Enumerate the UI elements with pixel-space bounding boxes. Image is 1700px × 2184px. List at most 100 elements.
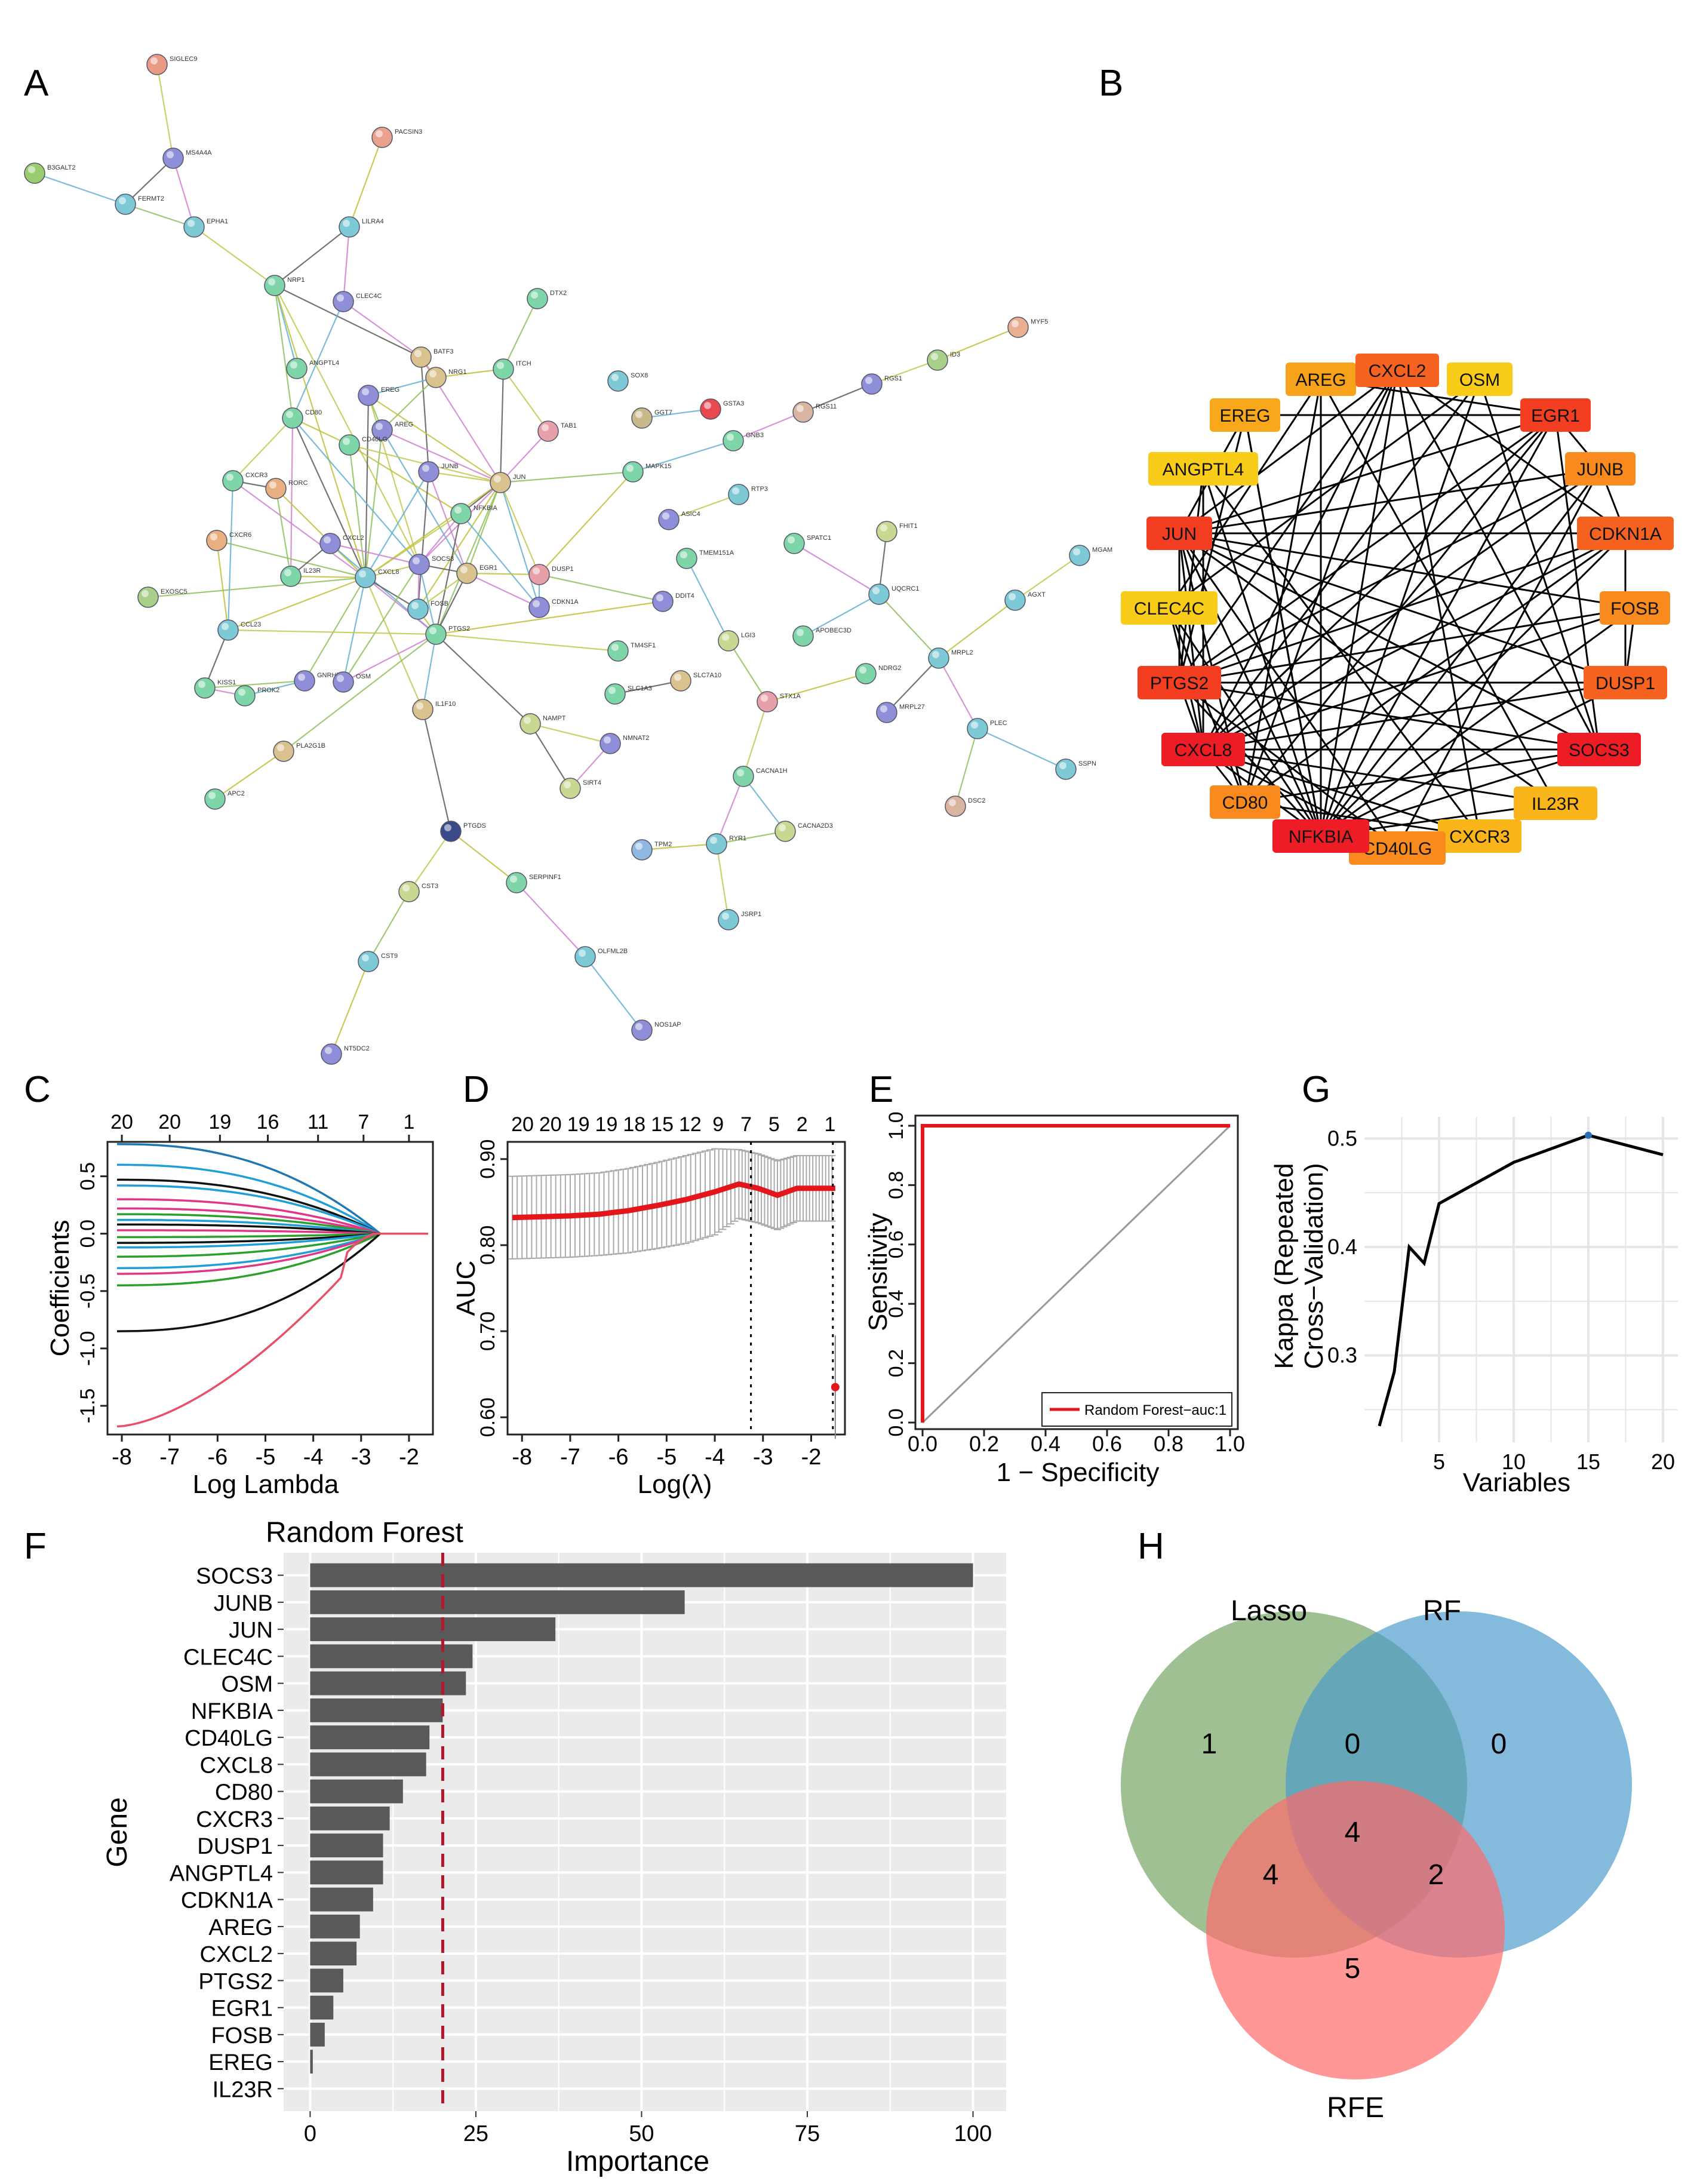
ppi-node-circle: [967, 718, 988, 739]
hub-edge: [1203, 681, 1626, 751]
ppi-node-label: BATF3: [434, 348, 453, 355]
ppi-node-highlight: [662, 512, 669, 520]
ppi-node: CXCR6: [206, 530, 251, 551]
ppi-node-circle: [339, 434, 360, 456]
ppi-node-highlight: [429, 370, 436, 377]
ppi-node-label: TMEM151A: [699, 549, 734, 557]
gene-tick-label: IL23R: [213, 2077, 273, 2102]
ppi-node: RORC: [265, 478, 308, 499]
hub-node-label: DUSP1: [1596, 674, 1655, 693]
ppi-node-circle: [945, 795, 966, 817]
hub-edge: [1320, 414, 1557, 837]
ppi-edge: [715, 843, 730, 920]
gene-tick-label: DUSP1: [197, 1834, 273, 1859]
top-tick-label: 1: [825, 1113, 836, 1136]
coefficient-path: [116, 1143, 428, 1235]
ppi-node-label: DTX2: [550, 290, 567, 297]
ppi-node-highlight: [284, 569, 291, 576]
gene-tick-label: CXCR3: [196, 1807, 273, 1832]
importance-bar: [310, 2050, 313, 2074]
top-tick-label: 7: [358, 1111, 369, 1134]
hub-node: CLEC4C: [1121, 591, 1218, 625]
x-tick-label: 50: [629, 2121, 654, 2146]
ppi-node-circle: [519, 713, 541, 735]
importance-bar: [310, 1725, 430, 1750]
venn-count-rf-only: 0: [1491, 1728, 1507, 1760]
ppi-node-highlight: [343, 220, 350, 227]
ppi-node: BATF3: [410, 346, 453, 368]
importance-bar: [310, 1887, 373, 1912]
ppi-node-circle: [410, 346, 432, 368]
ppi-edge: [292, 417, 420, 565]
hub-node-label: FOSB: [1610, 599, 1659, 619]
ppi-node-highlight: [167, 151, 174, 158]
ppi-edge: [428, 471, 501, 484]
ppi-node: NT5DC2: [321, 1043, 370, 1065]
venn-count-lasso-rf: 0: [1345, 1728, 1361, 1760]
coefficient-path: [117, 1232, 428, 1239]
hub-node-box: [1272, 819, 1369, 853]
ppi-node-highlight: [222, 623, 229, 630]
ppi-node-circle: [607, 370, 629, 392]
ppi-node-highlight: [737, 769, 744, 776]
ppi-node-circle: [631, 1019, 653, 1041]
ppi-node-label: FOSB: [431, 600, 448, 607]
ppi-node-label: CST3: [422, 883, 438, 890]
ppi-node-highlight: [324, 536, 331, 543]
ppi-node: EXOSC5: [137, 586, 187, 608]
ppi-node-circle: [146, 54, 168, 75]
importance-bar: [310, 1860, 383, 1885]
x-tick-label: -3: [351, 1445, 371, 1470]
hub-node-label: JUN: [1162, 524, 1197, 544]
ppi-node-label: EPHA1: [207, 218, 228, 225]
top-tick-label: 19: [595, 1113, 618, 1136]
panel-letter-e: E: [869, 1069, 893, 1110]
ppi-network-nodes: SIGLEC9 PACSIN3 MS4A4A B3GALT2 FERMT2 EPHA1 LI…: [24, 54, 1112, 1065]
hub-node-box: [1438, 819, 1521, 853]
importance-bar: [310, 1914, 360, 1939]
gene-tick-label: FOSB: [211, 2023, 273, 2048]
gene-tick-label: SOCS3: [196, 1564, 273, 1589]
coefficient-path: [117, 1232, 428, 1258]
ppi-node-label: PLA2G1B: [296, 742, 325, 749]
ppi-node: FHIT1: [876, 521, 918, 542]
top-tick-label: 12: [679, 1113, 702, 1136]
ppi-node-highlight: [142, 590, 149, 597]
importance-bar: [310, 1779, 403, 1804]
ppi-node-circle: [774, 821, 796, 842]
ppi-edge: [304, 577, 366, 681]
ppi-node-circle: [425, 623, 447, 645]
top-tick-label: 20: [511, 1113, 534, 1136]
ppi-edge: [422, 634, 437, 710]
ppi-node: APC2: [204, 788, 245, 810]
ppi-node-label: MGAM: [1092, 546, 1112, 554]
ppi-node: CACNA2D3: [774, 821, 833, 842]
ppi-node-circle: [876, 521, 897, 542]
importance-bar: [310, 1995, 334, 2020]
ppi-edge: [715, 776, 745, 844]
hub-node: CD40LG: [1349, 831, 1446, 865]
ppi-node-highlight: [238, 689, 245, 696]
venn-count-center: 4: [1345, 1817, 1361, 1848]
ppi-node: MYF5: [1007, 317, 1048, 338]
ppi-node-highlight: [680, 551, 687, 558]
ppi-node-circle: [574, 946, 596, 967]
ppi-node-circle: [783, 533, 805, 554]
hub-node-box: [1286, 363, 1356, 396]
ppi-edge: [742, 701, 768, 777]
ppi-edge: [499, 368, 505, 483]
hub-node: AREG: [1286, 363, 1356, 396]
ppi-node-circle: [407, 598, 429, 620]
ppi-edge: [349, 444, 462, 514]
x-tick-label: -5: [656, 1445, 677, 1470]
x-tick-label: 0.4: [1031, 1432, 1060, 1456]
ppi-edge: [500, 431, 549, 483]
ppi-node-highlight: [797, 629, 804, 636]
ppi-node-label: NRP1: [287, 277, 305, 284]
hub-node: IL23R: [1514, 787, 1597, 820]
ppi-node: PLA2G1B: [273, 741, 325, 762]
hub-node: JUNB: [1565, 452, 1636, 486]
y-tick-label: -1.5: [76, 1389, 99, 1424]
ppi-edge: [216, 540, 229, 631]
ppi-node-highlight: [608, 687, 616, 694]
